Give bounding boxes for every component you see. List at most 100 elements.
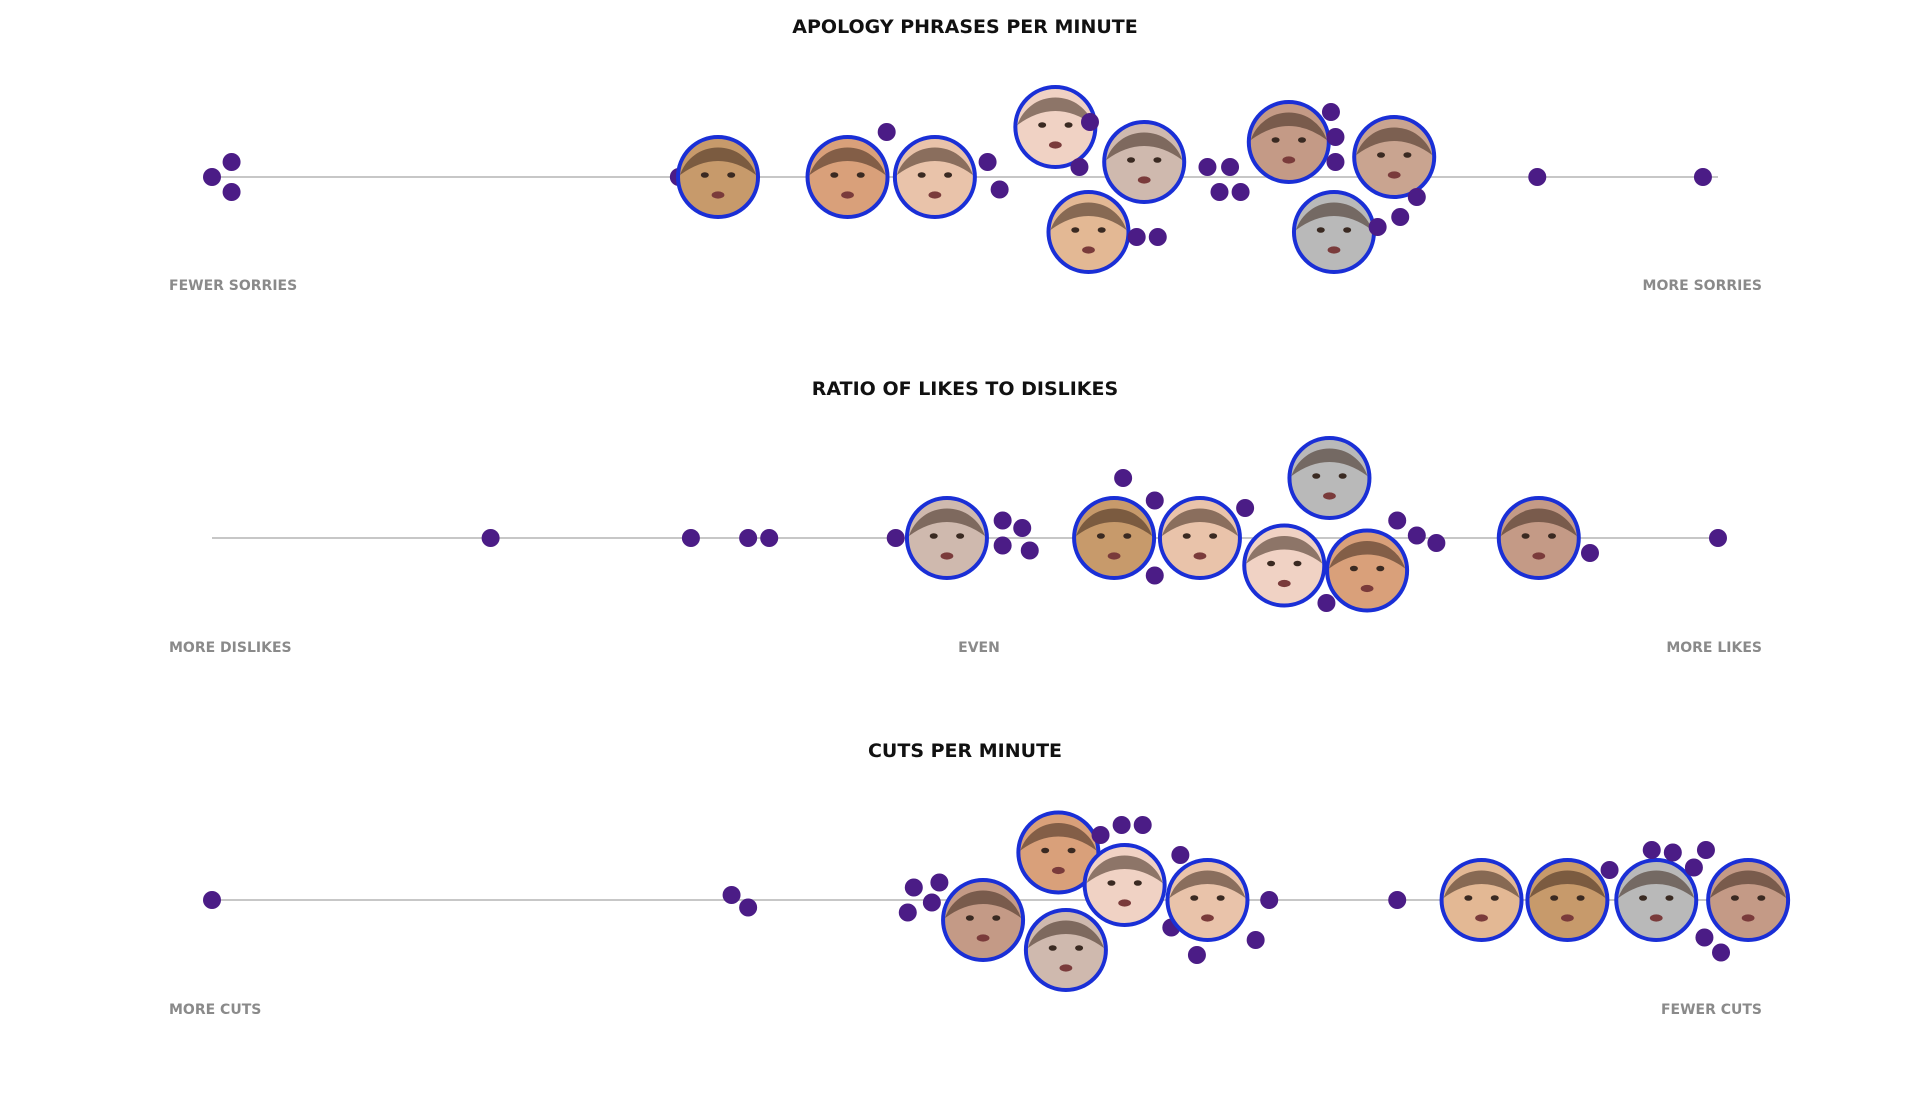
face-mouth xyxy=(1282,156,1296,164)
data-point-dot xyxy=(1580,544,1599,562)
face-ring xyxy=(1165,858,1250,942)
face-hair xyxy=(1246,535,1323,564)
face-mouth xyxy=(1649,914,1663,922)
face-eye xyxy=(956,533,965,539)
face-avatar-marker xyxy=(1525,858,1610,942)
face-mouth xyxy=(1193,552,1207,560)
face-eye xyxy=(1403,152,1412,158)
apology-phrases-panel: APOLOGY PHRASES PER MINUTE FEWER SORRIES… xyxy=(169,16,1762,294)
right-end-label: MORE LIKES xyxy=(1666,640,1762,656)
face-eye xyxy=(1547,533,1556,539)
face-eye xyxy=(1064,122,1073,128)
data-point-dot xyxy=(1210,183,1229,201)
face-eye xyxy=(1490,895,1499,901)
face-avatar-marker xyxy=(1165,858,1250,942)
face-mouth xyxy=(1532,552,1546,560)
face-ring xyxy=(1287,436,1372,520)
face-eye xyxy=(965,915,974,921)
points-group xyxy=(203,810,1791,992)
data-point-dot xyxy=(1388,891,1407,909)
face-ring xyxy=(1614,858,1699,942)
data-point-dot xyxy=(993,536,1012,555)
face-hair xyxy=(1500,508,1577,536)
face-ring xyxy=(1023,908,1108,992)
face-hair xyxy=(945,890,1022,918)
face-hair xyxy=(1106,132,1183,160)
face-ring xyxy=(676,135,761,219)
data-point-dot xyxy=(1528,168,1547,186)
face-hair xyxy=(680,147,757,175)
face-eye xyxy=(944,172,953,178)
face-mouth xyxy=(1107,552,1121,560)
face-hair xyxy=(1529,870,1606,898)
face-eye xyxy=(1312,473,1321,479)
face-mouth xyxy=(1561,914,1574,922)
center-label: EVEN xyxy=(958,640,1000,656)
face-avatar-marker xyxy=(805,135,890,219)
face-hair xyxy=(1020,822,1097,851)
right-end-label: FEWER CUTS xyxy=(1661,1002,1762,1018)
face-hair xyxy=(1076,508,1153,536)
face-eye xyxy=(1153,157,1162,163)
face-eye xyxy=(1107,880,1116,886)
data-point-dot xyxy=(1187,946,1206,964)
left-end-label: MORE DISLIKES xyxy=(169,640,292,656)
face-hair xyxy=(1443,870,1520,898)
face-eye xyxy=(1096,533,1105,539)
face-eye xyxy=(1297,137,1306,143)
data-point-dot xyxy=(739,898,758,917)
face-eye xyxy=(727,172,736,178)
face-eye xyxy=(929,533,938,539)
face-ring xyxy=(1242,523,1327,608)
face-avatar-marker xyxy=(1291,190,1376,274)
face-eye xyxy=(1349,565,1358,572)
face-avatar-marker xyxy=(1439,858,1524,942)
points-group xyxy=(203,85,1712,274)
face-avatar-marker xyxy=(941,878,1026,962)
face-eye xyxy=(1097,227,1106,233)
face-eye xyxy=(1271,137,1280,143)
face-ring xyxy=(1082,843,1167,927)
face-ring xyxy=(1496,496,1581,580)
face-mouth xyxy=(976,934,990,942)
face-eye xyxy=(1190,895,1199,901)
face-eye xyxy=(1267,560,1276,567)
face-eye xyxy=(1464,895,1473,901)
face-eye xyxy=(1038,122,1047,128)
data-point-dot xyxy=(1133,816,1152,834)
face-eye xyxy=(1071,227,1080,233)
face-hair xyxy=(809,147,886,175)
data-point-dot xyxy=(1663,843,1682,862)
face-eye xyxy=(1757,895,1766,901)
face-hair xyxy=(1618,870,1695,898)
left-end-label: MORE CUTS xyxy=(169,1002,261,1018)
face-eye xyxy=(1377,152,1386,158)
face-mouth xyxy=(1137,176,1151,184)
face-mouth xyxy=(1059,964,1073,972)
data-point-dot xyxy=(760,529,779,547)
face-ring xyxy=(1525,858,1610,942)
face-hair xyxy=(1710,870,1787,898)
face-avatar-marker xyxy=(1023,908,1108,992)
face-mouth xyxy=(940,552,954,560)
face-eye xyxy=(1316,227,1325,233)
data-point-dot xyxy=(1020,541,1039,560)
face-eye xyxy=(856,172,865,178)
face-ring xyxy=(1046,190,1131,274)
face-avatar-marker xyxy=(1072,496,1157,580)
face-avatar-marker xyxy=(1496,496,1581,580)
face-eye xyxy=(1639,895,1648,901)
face-hair xyxy=(1161,508,1238,536)
data-point-dot xyxy=(922,893,941,912)
face-mouth xyxy=(711,191,725,199)
data-point-dot xyxy=(886,529,905,547)
face-avatar-marker xyxy=(1246,100,1331,184)
data-point-dot xyxy=(1127,228,1146,246)
data-point-dot xyxy=(222,153,241,171)
data-point-dot xyxy=(1091,826,1110,844)
face-hair xyxy=(1086,855,1163,883)
face-avatar-marker xyxy=(1287,436,1372,520)
face-avatar-marker xyxy=(1352,115,1437,199)
data-point-dot xyxy=(1198,158,1217,176)
data-point-dot xyxy=(1260,891,1279,909)
